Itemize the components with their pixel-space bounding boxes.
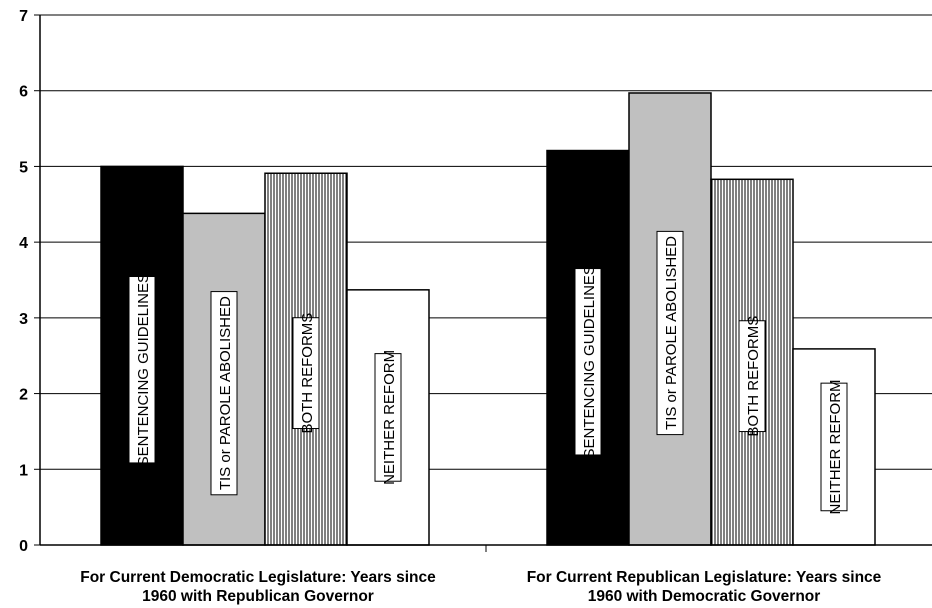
y-tick-label: 4 (19, 235, 28, 252)
bar-label-box (738, 320, 766, 433)
y-axis-ticks: 0 1 2 3 4 5 6 7 (19, 8, 40, 555)
y-tick-label: 7 (19, 8, 28, 25)
y-tick-label: 0 (19, 538, 28, 555)
x-axis-categories: For Current Democratic Legislature: Year… (80, 569, 881, 605)
x-category-label: 1960 with Democratic Governor (588, 588, 821, 605)
bar-label-box (292, 317, 320, 430)
y-tick-label: 3 (19, 311, 28, 328)
bar-label: NEITHER REFORM (827, 379, 844, 514)
bar-label-box (574, 268, 602, 456)
bar-label-group: NEITHER REFORM (820, 379, 848, 514)
x-category-label: 1960 with Republican Governor (142, 588, 374, 605)
y-tick-label: 5 (19, 159, 28, 176)
y-tick-label: 1 (19, 462, 28, 479)
bar-label-box (374, 353, 402, 482)
bar-label-box (820, 382, 848, 512)
bar-label-box (210, 291, 238, 496)
x-category-label: For Current Republican Legislature: Year… (527, 569, 882, 586)
bar-label-group: NEITHER REFORM (374, 350, 402, 485)
bar-label-group: BOTH REFORMS (292, 313, 320, 434)
x-category-label: For Current Democratic Legislature: Year… (80, 569, 436, 586)
y-tick-label: 2 (19, 387, 28, 404)
bar-label-group: TIS or PAROLE ABOLISHED (656, 230, 684, 436)
bar-label-box (128, 276, 156, 464)
bar-label-group: SENTENCING GUIDELINES (574, 265, 602, 458)
bar-label: TIS or PAROLE ABOLISHED (663, 236, 680, 430)
bar-label-group: BOTH REFORMS (738, 316, 766, 437)
bars: SENTENCING GUIDELINES TIS or PAROLE ABOLI… (100, 92, 876, 546)
bar-label: SENTENCING GUIDELINES (581, 265, 598, 458)
bar-label: BOTH REFORMS (299, 313, 316, 434)
bar-label-group: TIS or PAROLE ABOLISHED (210, 291, 238, 496)
bar-label-group: SENTENCING GUIDELINES (128, 273, 156, 466)
y-tick-label: 6 (19, 84, 28, 101)
bar-label: BOTH REFORMS (745, 316, 762, 437)
bar-label: SENTENCING GUIDELINES (135, 273, 152, 466)
bar-label: NEITHER REFORM (381, 350, 398, 485)
axes (39, 15, 932, 552)
bar-label: TIS or PAROLE ABOLISHED (217, 296, 234, 490)
bar-label-box (656, 230, 684, 436)
